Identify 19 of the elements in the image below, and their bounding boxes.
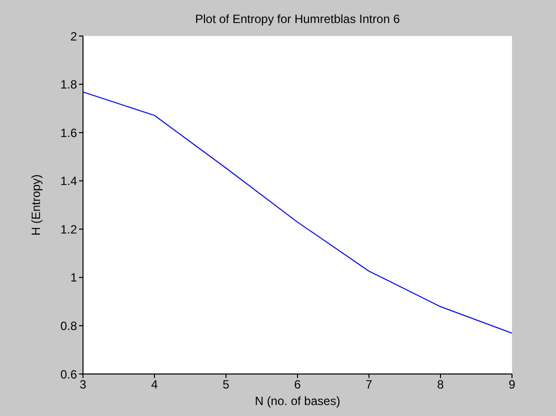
x-tick-label: 4 bbox=[151, 378, 158, 392]
line-series bbox=[83, 92, 512, 334]
x-axis-title: N (no. of bases) bbox=[254, 394, 342, 408]
y-tick-label: 1.2 bbox=[60, 222, 78, 236]
y-axis-title: H (Entropy) bbox=[29, 174, 43, 236]
x-tick-label: 5 bbox=[222, 378, 230, 392]
x-tick-label: 3 bbox=[80, 378, 87, 392]
x-tick-label: 7 bbox=[366, 378, 373, 392]
x-tick-label: 9 bbox=[508, 378, 516, 392]
y-tick-label: 1.6 bbox=[60, 126, 78, 140]
x-tick-label: 6 bbox=[294, 378, 302, 392]
y-tick-label: 2 bbox=[70, 29, 78, 44]
chart-title: Plot of Entropy for Humretblas Intron 6 bbox=[194, 12, 401, 26]
y-tick-label: 1 bbox=[70, 270, 78, 285]
x-tick-label: 8 bbox=[437, 378, 444, 392]
y-tick-label: 1.4 bbox=[60, 174, 78, 188]
y-tick-label: 1.8 bbox=[60, 78, 78, 92]
y-tick-label: 0.6 bbox=[60, 367, 78, 382]
y-tick-label: 0.8 bbox=[60, 318, 78, 333]
